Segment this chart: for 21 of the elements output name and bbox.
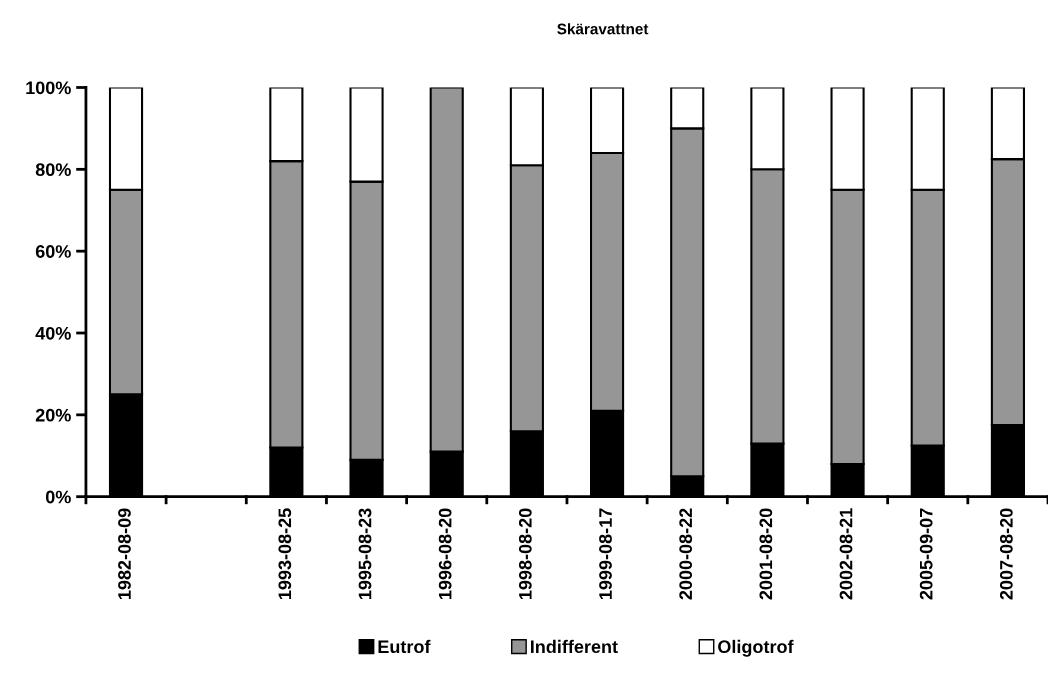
- x-tick-label: 1996-08-20: [438, 508, 452, 599]
- x-tick-label: 1993-08-25: [278, 508, 292, 599]
- y-tick-label: 60%: [35, 245, 71, 258]
- y-tick-label: 100%: [26, 81, 71, 95]
- y-tick-label: 80%: [35, 163, 71, 177]
- x-tick-label: 1982-08-09: [118, 508, 131, 599]
- x-tick-label: 1998-08-20: [518, 508, 532, 599]
- y-tick-label: 0%: [45, 490, 71, 504]
- x-tick-label: 2005-09-07: [919, 508, 933, 600]
- x-tick-label: 1999-08-17: [599, 508, 612, 599]
- x-tick-label: 2001-08-20: [759, 508, 773, 600]
- legend-label: Eutrof: [378, 639, 431, 654]
- chart-title: Skäravattnet: [557, 23, 649, 35]
- x-tick-label: 1995-08-23: [358, 508, 372, 599]
- y-tick-label: 40%: [35, 326, 71, 340]
- legend-label: Indifferent: [530, 639, 618, 654]
- y-tick-label: 20%: [35, 408, 71, 422]
- x-tick-label: 2000-08-22: [679, 508, 693, 600]
- legend-label: Oligotrof: [718, 639, 794, 657]
- x-tick-label: 2007-08-20: [999, 508, 1013, 600]
- x-tick-label: 2002-08-21: [839, 508, 853, 600]
